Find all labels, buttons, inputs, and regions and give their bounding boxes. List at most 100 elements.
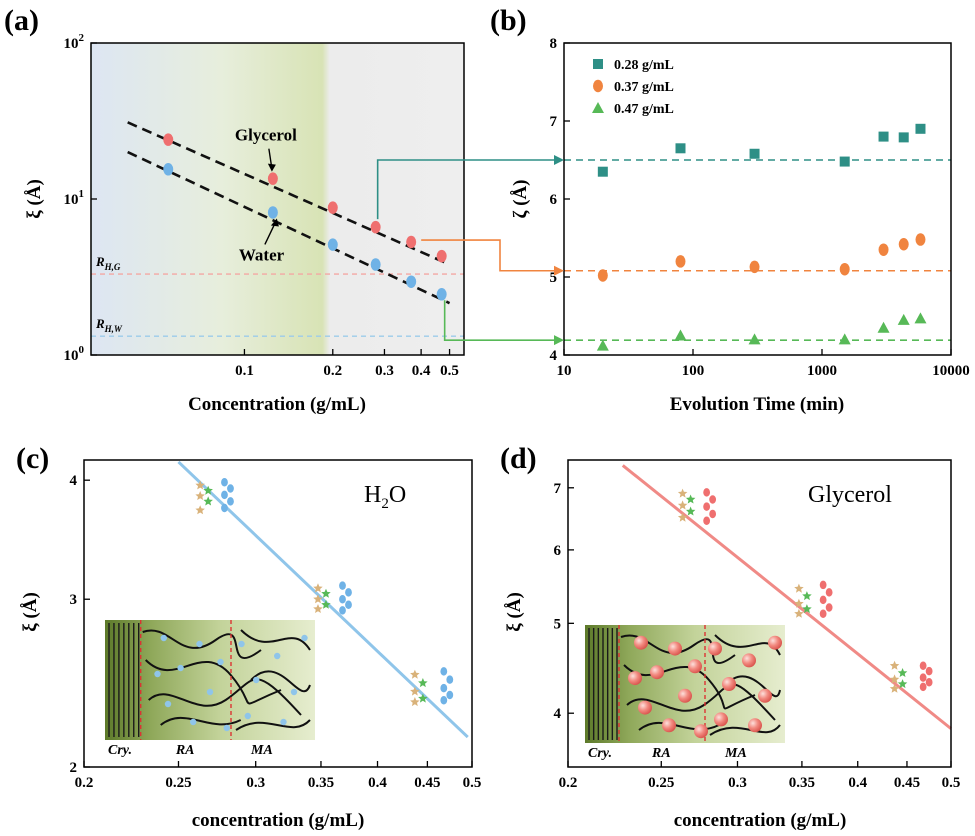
water-particle	[253, 676, 260, 684]
inset-label: MA	[250, 743, 273, 758]
inset-schematic: Cry. RA MA	[105, 620, 315, 758]
x-tick-label: 0.35	[308, 775, 334, 791]
water-particle	[190, 718, 197, 726]
connector-arrows	[376, 155, 564, 346]
panel-label-b: (b)	[490, 4, 527, 37]
glycerol-particle	[694, 724, 708, 739]
x-tick-label: 0.2	[323, 363, 342, 379]
y-tick-label: 2	[70, 760, 78, 776]
data-point	[898, 237, 909, 251]
data-point	[267, 206, 278, 219]
data-point	[418, 693, 428, 703]
polymer-chain	[638, 721, 720, 731]
panel-b-ylabel: ζ (Å)	[510, 180, 531, 219]
panel-d-ylabel: ξ (Å)	[504, 592, 525, 632]
panel-label-a: (a)	[4, 4, 39, 37]
data-point	[877, 321, 890, 333]
polymer-chain	[623, 664, 756, 710]
data-point	[897, 679, 908, 689]
x-tick-label: 0.3	[728, 775, 747, 791]
data-point	[440, 696, 448, 705]
data-point	[703, 488, 711, 497]
data-point	[436, 288, 447, 301]
panel-c-ylabel: ξ (Å)	[20, 592, 41, 632]
data-point	[919, 661, 927, 671]
data-point	[677, 512, 688, 522]
data-point	[675, 255, 686, 268]
data-point	[685, 494, 696, 504]
connector-line	[421, 239, 558, 272]
data-point	[674, 329, 687, 341]
x-tick-label: 0.2	[75, 775, 94, 791]
data-point	[446, 675, 454, 684]
x-tick-label: 0.4	[848, 775, 867, 791]
data-point	[898, 132, 909, 143]
panel-c-frame	[83, 459, 473, 768]
glycerol-particle	[628, 671, 642, 686]
data-point	[227, 497, 234, 506]
panel-label-d: (d)	[500, 442, 537, 475]
glycerol-particle	[650, 665, 664, 680]
data-point	[839, 156, 850, 167]
data-point	[919, 673, 927, 682]
data-point	[825, 603, 833, 612]
x-tick-label: 0.3	[375, 363, 394, 379]
x-tick-label: 1000	[807, 363, 837, 379]
legend-marker	[592, 102, 604, 113]
water-particle	[164, 700, 172, 708]
water-particle	[223, 724, 230, 732]
legend-label: 0.28 g/mL	[614, 58, 674, 73]
data-point	[345, 588, 352, 597]
polymer-chain	[724, 675, 781, 698]
legend-marker	[593, 59, 603, 69]
x-tick-label: 0.4	[368, 775, 387, 791]
annotation-arrowhead	[267, 163, 276, 172]
data-point	[749, 260, 760, 274]
data-point	[313, 604, 323, 613]
panel-d: Cry. RA MA 0.2 0.25 0.3 0.35 0.4 0.45 0.5 4 5 6 7 Gly…	[504, 459, 960, 831]
y-tick-label: 6	[550, 192, 558, 208]
polymer-chain	[250, 670, 311, 693]
x-tick-label: 10	[557, 363, 572, 379]
y-tick-label: 8	[550, 36, 558, 52]
data-point	[440, 667, 448, 676]
panel-b-xlabel: Evolution Time (min)	[670, 394, 845, 415]
panel-b-frame	[563, 42, 952, 356]
data-point	[221, 503, 228, 513]
glycerol-particle	[638, 700, 652, 715]
reference-line-sub: H,G	[104, 262, 121, 272]
connector-line	[376, 159, 558, 220]
annotation-glycerol: Glycerol	[235, 126, 297, 145]
data-point	[221, 490, 228, 500]
data-point	[406, 275, 417, 288]
data-point	[749, 148, 760, 159]
data-point	[195, 491, 205, 500]
data-point	[410, 697, 420, 707]
x-tick-label: 0.25	[648, 775, 674, 791]
panel-label-c: (c)	[16, 442, 49, 475]
x-tick-label: 0.35	[789, 775, 815, 791]
y-tick-label: 6	[554, 543, 562, 559]
x-tick-label: 0.25	[165, 775, 191, 791]
data-point	[794, 583, 804, 593]
x-tick-label: 0.2	[559, 775, 578, 791]
y-tick-label: 4	[70, 473, 78, 489]
data-point	[597, 269, 608, 282]
data-point	[703, 516, 711, 526]
water-particle	[280, 718, 287, 726]
data-point	[163, 133, 174, 146]
fit-line	[127, 121, 451, 266]
glycerol-particle	[758, 688, 772, 703]
water-particle	[160, 634, 167, 642]
y-tick-exponent: 0	[79, 344, 85, 356]
glycerol-particle	[688, 659, 702, 674]
data-point	[410, 686, 420, 696]
panel-a-ylabel: ξ (Å)	[24, 179, 45, 219]
data-point	[919, 682, 927, 692]
x-tick-label: 0.45	[414, 775, 440, 791]
glycerol-particle	[722, 677, 736, 691]
polymer-chain	[144, 659, 282, 705]
